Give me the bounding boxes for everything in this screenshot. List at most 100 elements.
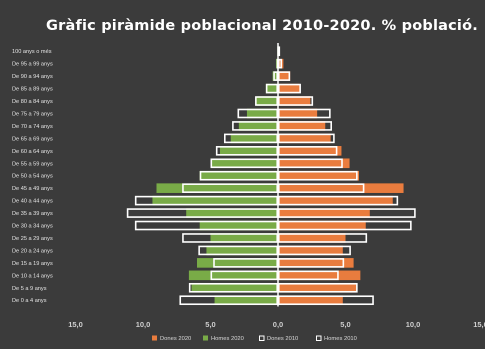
bar-outline-dones-2010 <box>277 83 301 94</box>
legend-swatch <box>259 335 265 341</box>
bar-outline-dones-2010 <box>277 121 332 131</box>
bar-outline-dones-2010 <box>277 108 331 119</box>
bar-dones-2020 <box>278 170 359 181</box>
age-group-labels: 100 anys o més De 95 a 99 anys De 90 a 94 … <box>12 49 53 304</box>
x-tick-label: 15,0 <box>473 320 485 329</box>
bar-dones-2020 <box>278 83 300 94</box>
bar-homes-2020 <box>272 71 278 81</box>
bar-dones-2020 <box>278 258 354 268</box>
bar-outline-homes-2010 <box>224 133 279 144</box>
age-label: De 45 a 49 anys <box>12 186 53 192</box>
filled-bars-2020 <box>152 46 404 306</box>
bar-dones-2020 <box>278 295 343 306</box>
bar-homes-2020 <box>191 282 278 293</box>
bar-outline-homes-2010 <box>188 282 278 293</box>
age-label: De 20 a 24 anys <box>12 248 53 254</box>
bar-outline-homes-2010 <box>179 295 278 306</box>
bar-homes-2020 <box>156 183 278 193</box>
bar-dones-2020 <box>278 121 326 131</box>
bar-dones-2020 <box>278 133 331 144</box>
bar-outline-dones-2010 <box>277 295 374 306</box>
bar-outline-homes-2010 <box>213 258 279 268</box>
legend-label: Homes 2010 <box>324 336 357 342</box>
bar-outline-homes-2010 <box>255 96 279 106</box>
age-label: De 10 a 14 anys <box>12 273 53 279</box>
bar-dones-2020 <box>278 158 350 169</box>
x-tick-label: 0,0 <box>273 320 283 329</box>
bar-outline-dones-2010 <box>277 220 412 231</box>
bar-outline-dones-2010 <box>277 71 291 81</box>
bar-outline-homes-2010 <box>237 108 279 119</box>
bar-outline-homes-2010 <box>182 183 278 193</box>
bar-dones-2020 <box>278 220 366 231</box>
age-label: De 25 a 29 anys <box>12 236 53 242</box>
age-label: De 85 a 89 anys <box>12 87 53 93</box>
bar-dones-2020 <box>278 282 357 293</box>
bar-outline-homes-2010 <box>210 158 279 169</box>
age-label: De 75 a 79 anys <box>12 111 53 117</box>
x-axis-tick-labels: 15,0 10,0 5,0 0,0 5,0 10,0 15,0 <box>68 320 485 329</box>
bar-dones-2020 <box>278 96 311 106</box>
x-tick-label: 10,0 <box>406 320 421 329</box>
age-label: De 60 a 64 anys <box>12 149 53 155</box>
bar-homes-2020 <box>219 146 278 156</box>
bar-homes-2020 <box>210 158 278 169</box>
bar-homes-2020 <box>238 121 278 131</box>
bar-dones-2020 <box>278 183 404 193</box>
bar-dones-2020 <box>278 71 291 81</box>
bar-outline-homes-2010 <box>199 170 278 181</box>
bar-homes-2020 <box>199 170 278 181</box>
bar-homes-2020 <box>199 220 278 231</box>
bar-dones-2020 <box>278 270 361 281</box>
bar-outline-dones-2010 <box>277 233 368 243</box>
bar-outline-homes-2010 <box>126 208 279 218</box>
bar-homes-2020 <box>188 270 278 281</box>
age-label: De 15 a 19 anys <box>12 261 53 267</box>
bar-outline-homes-2010 <box>215 146 278 156</box>
legend-label: Dones 2020 <box>160 336 191 342</box>
bar-outline-dones-2010 <box>277 258 345 268</box>
legend-swatch <box>316 335 322 341</box>
age-label: De 90 a 94 anys <box>12 74 53 80</box>
bar-outline-dones-2010 <box>277 208 416 218</box>
age-label: De 65 a 69 anys <box>12 136 53 142</box>
bar-outline-dones-2010 <box>277 58 283 69</box>
bar-dones-2020 <box>278 245 343 256</box>
x-tick-label: 5,0 <box>205 320 215 329</box>
bar-homes-2020 <box>152 195 278 206</box>
outline-bars-2010 <box>126 46 416 306</box>
bar-homes-2020 <box>210 233 278 243</box>
age-label: De 35 a 39 anys <box>12 211 53 217</box>
bar-outline-dones-2010 <box>277 270 339 281</box>
legend-swatch <box>152 335 157 341</box>
bar-outline-dones-2010 <box>277 158 343 169</box>
age-label: De 70 a 74 anys <box>12 124 53 130</box>
bar-outline-dones-2010 <box>277 183 365 193</box>
bar-homes-2020 <box>265 83 278 94</box>
bar-homes-2020 <box>230 133 278 144</box>
bar-outline-homes-2010 <box>182 233 278 243</box>
age-label: De 5 a 9 anys <box>12 286 47 292</box>
age-label: De 55 a 59 anys <box>12 161 53 167</box>
legend-label: Dones 2010 <box>267 336 298 342</box>
x-tick-label: 15,0 <box>68 320 83 329</box>
legend-swatch <box>203 335 208 341</box>
age-label: De 40 a 44 anys <box>12 199 53 205</box>
legend-label: Homes 2020 <box>211 336 244 342</box>
age-label: De 30 a 34 anys <box>12 224 53 230</box>
bar-outline-homes-2010 <box>134 195 278 206</box>
bar-outline-homes-2010 <box>232 121 278 131</box>
chart-legend: Dones 2020 Homes 2020 Dones 2010 Homes 2010 <box>152 335 357 342</box>
age-label: 100 anys o més <box>12 49 52 55</box>
x-tick-label: 5,0 <box>340 320 350 329</box>
bar-outline-dones-2010 <box>277 282 358 293</box>
bar-outline-dones-2010 <box>277 245 351 256</box>
age-label: De 80 a 84 anys <box>12 99 53 105</box>
bar-dones-2020 <box>278 195 393 206</box>
age-label: De 50 a 54 anys <box>12 174 53 180</box>
bar-outline-homes-2010 <box>265 83 278 94</box>
bar-homes-2020 <box>214 295 278 306</box>
age-label: De 0 a 4 anys <box>12 298 47 304</box>
bar-homes-2020 <box>256 96 278 106</box>
